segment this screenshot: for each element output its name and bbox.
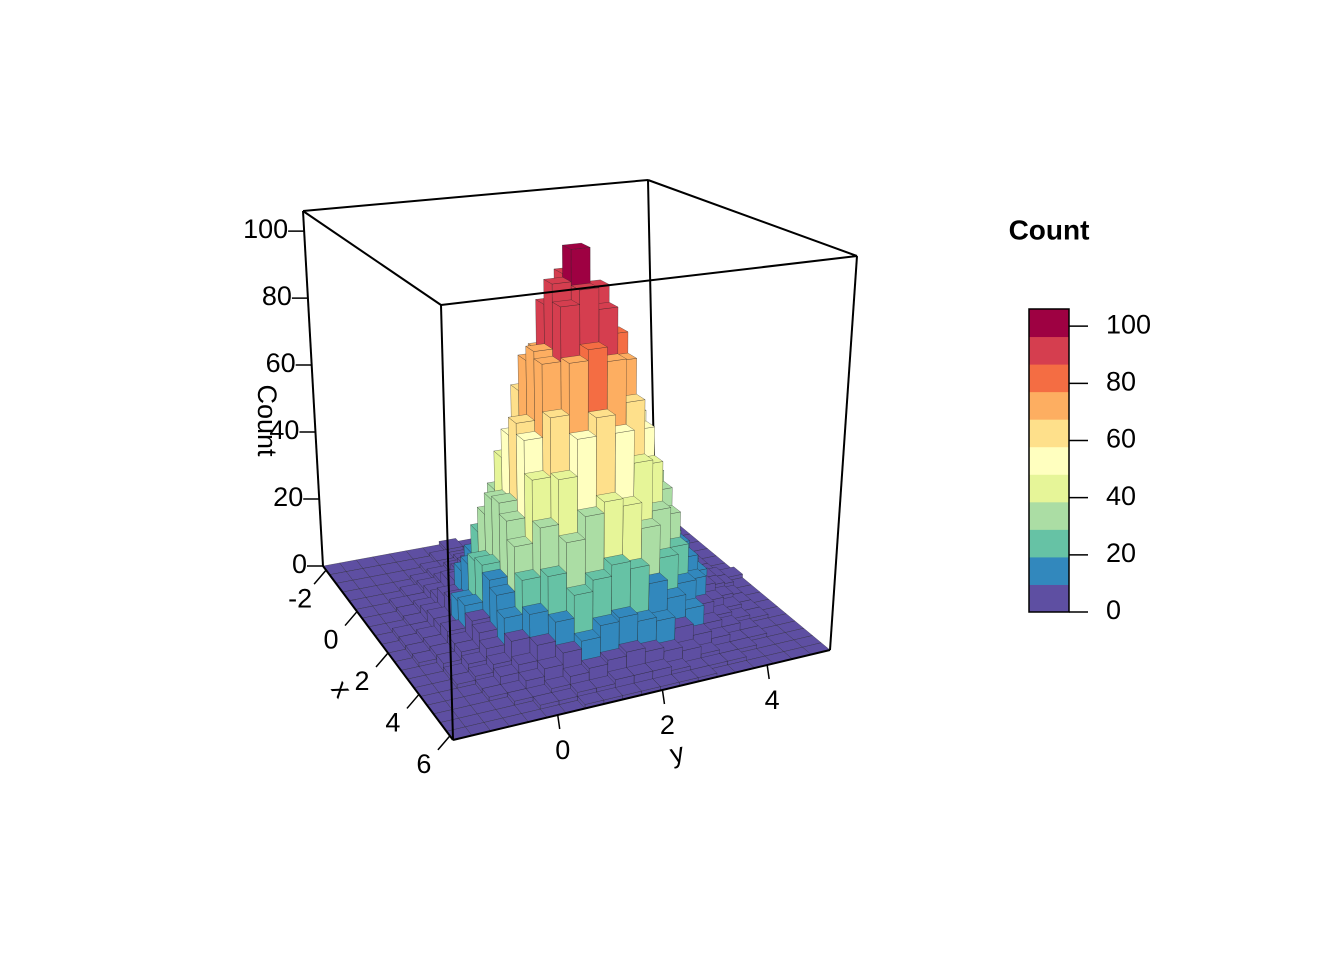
x-tick [437,735,451,751]
x-tick-label: -2 [288,583,312,613]
z-tick-label: 80 [262,281,292,311]
x-tick [313,569,327,585]
colorbar-band [1029,336,1069,365]
bar-top [558,532,586,543]
colorbar-band [1029,501,1069,530]
x-tick-label: 6 [416,749,431,779]
bar-top [521,602,549,615]
bar-top [599,648,627,661]
bar-top [555,640,583,654]
x-tick-label: 0 [324,625,339,655]
bar-top [618,640,646,653]
colorbar-tick-label: 40 [1106,481,1136,511]
bar-top [532,692,560,706]
colorbar: Count 0 20 40 60 80 100 [1009,214,1151,625]
y-tick [556,714,561,730]
y-tick [661,689,666,705]
bar-top [568,430,597,440]
x-tick [375,652,389,668]
box-edge [302,179,649,212]
legend-title: Count [1009,214,1090,245]
z-tick-label: 40 [269,415,299,445]
bar-top [560,355,589,364]
bar-top [541,408,570,419]
colorbar-band [1029,391,1069,420]
z-axis-label: Count [252,384,282,457]
colorbar-band [1029,419,1069,448]
bar-top [518,668,545,682]
bar-top [551,299,581,308]
colorbar-band [1029,474,1069,503]
z-tick-label: 0 [292,549,307,579]
colorbar-band [1029,584,1069,613]
bar-top [595,491,624,503]
bar-top [584,569,613,581]
bar-top [607,667,635,680]
colorbar-band [1029,446,1069,475]
bar-top [547,610,575,623]
x-tick-label: 2 [354,666,369,696]
y-tick-label: 2 [660,710,675,740]
bar-top [576,506,605,517]
y-tick-label: 0 [555,735,570,765]
colorbar-tick-label: 20 [1106,538,1136,568]
colorbar-frame [1028,308,1070,613]
bar-top [532,517,560,529]
z-tick-label: 60 [266,348,296,378]
colorbar-band [1029,529,1069,558]
y-tick-label: 4 [765,685,780,715]
bar-top [561,242,591,250]
colorbar-band [1029,309,1069,338]
box-edge [302,210,324,567]
bar-top [540,565,567,577]
x-tick [406,693,420,709]
colorbar-band [1029,556,1069,585]
colorbar-band [1029,364,1069,393]
x-tick [344,611,358,627]
bars [322,242,831,741]
bar-top [611,606,639,619]
bar-top [587,408,617,418]
bar-top [562,664,590,677]
colorbar-tick-label: 100 [1106,309,1151,339]
bar-top [543,276,572,285]
z-tick-label: 100 [243,214,288,244]
bar-top [581,656,609,669]
colorbar-tick-label: 0 [1106,595,1121,625]
bar-top [529,633,557,646]
x-tick-label: 4 [385,708,400,738]
colorbar-tick-label: 80 [1106,366,1136,396]
box-edge [302,210,442,306]
bar-top [569,679,597,693]
bar-top [577,691,605,705]
y-tick [766,664,770,680]
bar-top [573,629,601,642]
bar-top [592,613,620,626]
bar-top [550,469,578,480]
box-edge [829,255,858,651]
z-tick-label: 20 [273,482,303,512]
box-edge [440,255,858,306]
colorbar-tick-label: 60 [1106,424,1136,454]
bar-top [566,583,594,596]
bar-top [536,656,564,670]
bar-top [579,341,608,350]
box-edge [440,304,454,741]
bar-top [603,554,632,566]
box-edge [647,179,858,257]
